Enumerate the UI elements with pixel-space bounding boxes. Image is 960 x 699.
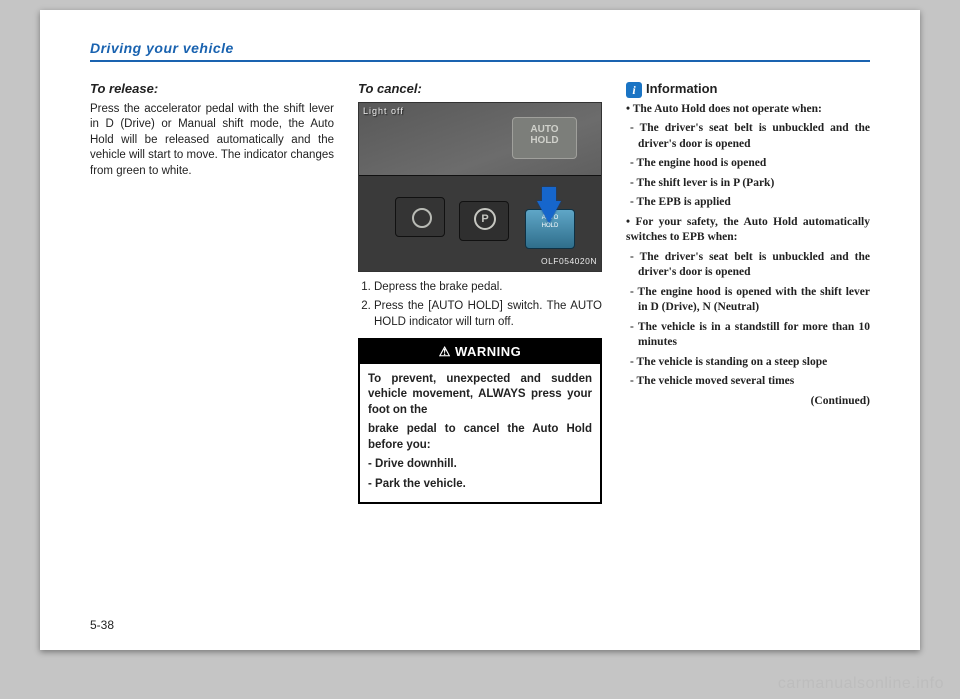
warning-line: To prevent, unexpected and sudden vehicl… — [368, 372, 592, 419]
cancel-step: Press the [AUTO HOLD] switch. The AUTO H… — [374, 299, 602, 330]
info-dash: - The shift lever is in P (Park) — [638, 176, 870, 192]
warning-heading: WARNING — [360, 340, 600, 364]
info-dash: - The vehicle is in a standstill for mor… — [638, 320, 870, 351]
warning-item: - Drive downhill. — [368, 457, 592, 473]
info-dash: - The vehicle moved several times — [638, 374, 870, 390]
info-dash: - The driver's seat belt is unbuckled an… — [638, 121, 870, 152]
release-heading: To release: — [90, 80, 334, 98]
cancel-step: Depress the brake pedal. — [374, 280, 602, 296]
column-release: To release: Press the accelerator pedal … — [90, 80, 334, 504]
figure-p-button — [459, 201, 509, 241]
info-dash: - The vehicle is standing on a steep slo… — [638, 355, 870, 371]
content-columns: To release: Press the accelerator pedal … — [90, 80, 870, 504]
column-information: i Information • The Auto Hold does not op… — [626, 80, 870, 504]
page-number: 5-38 — [90, 618, 114, 632]
info-dash: - The engine hood is opened — [638, 156, 870, 172]
info-bullet: • For your safety, the Auto Hold auto­ma… — [626, 215, 870, 246]
information-list: • The Auto Hold does not operate when: -… — [626, 102, 870, 410]
figure-arrow-icon — [537, 201, 561, 223]
cancel-steps: Depress the brake pedal. Press the [AUTO… — [358, 280, 602, 331]
warning-item: - Park the vehicle. — [368, 477, 592, 493]
info-dash: - The driver's seat belt is unbuckled an… — [638, 250, 870, 281]
watermark: carmanualsonline.info — [778, 675, 944, 693]
warning-body: To prevent, unexpected and sudden vehicl… — [360, 364, 600, 503]
figure-dash-button: AUTOHOLD — [512, 117, 577, 159]
figure-code: OLF054020N — [541, 256, 597, 267]
release-body: Press the accelerator pedal with the shi… — [90, 102, 334, 180]
info-bullet: • The Auto Hold does not operate when: — [626, 102, 870, 118]
column-cancel: To cancel: Light off AUTOHOLD AUTOHOLD O… — [358, 80, 602, 504]
cancel-heading: To cancel: — [358, 80, 602, 98]
warning-box: WARNING To prevent, unexpected and sudde… — [358, 338, 602, 504]
header-rule — [90, 60, 870, 62]
info-dash: - The engine hood is opened with the shi… — [638, 285, 870, 316]
continued-label: (Continued) — [626, 394, 870, 410]
information-label: Information — [646, 81, 718, 96]
info-dash: - The EPB is applied — [638, 195, 870, 211]
information-heading: i Information — [626, 80, 870, 98]
figure-epb-button — [395, 197, 445, 237]
info-icon: i — [626, 82, 642, 98]
autohold-figure: Light off AUTOHOLD AUTOHOLD OLF054020N — [358, 102, 602, 272]
warning-line: brake pedal to cancel the Auto Hold befo… — [368, 422, 592, 453]
manual-page: Driving your vehicle To release: Press t… — [40, 10, 920, 650]
section-header: Driving your vehicle — [90, 40, 870, 56]
figure-top-label: Light off — [363, 105, 404, 117]
